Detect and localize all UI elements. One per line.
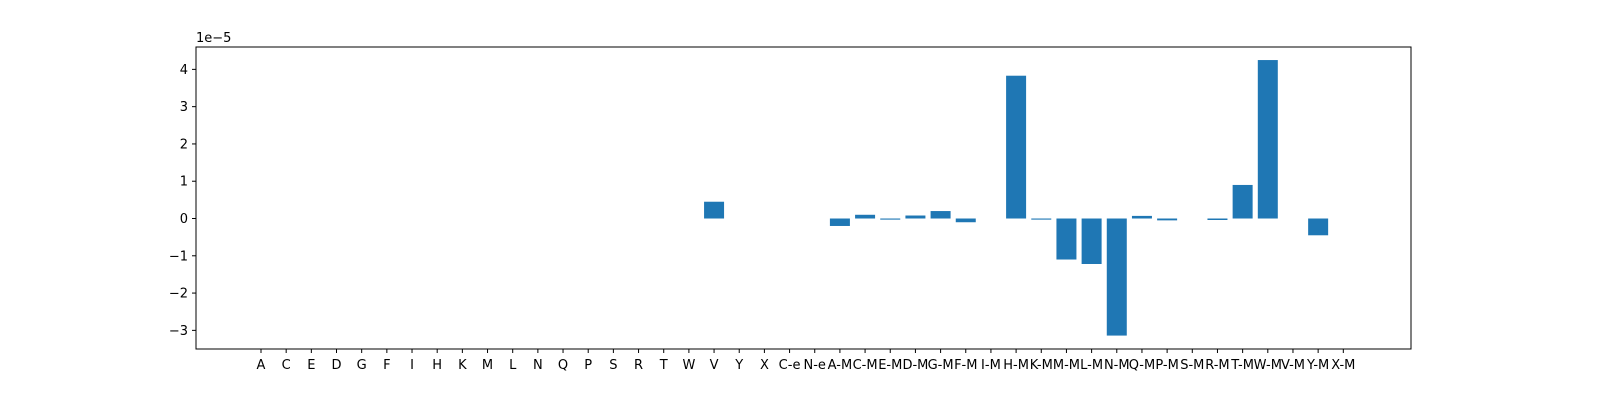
y-tick-label: −2	[169, 287, 188, 302]
x-tick-label: X-M	[1331, 358, 1355, 373]
x-tick-label: M	[482, 358, 493, 373]
bar-A-M	[829, 218, 850, 226]
x-tick-label: N-e	[804, 358, 826, 373]
x-tick-label: C	[282, 358, 291, 373]
x-tick-label: K-M	[1030, 358, 1053, 373]
x-tick-label: S	[609, 358, 617, 373]
x-tick-label: N	[533, 358, 543, 373]
x-axis: A C E D G F I H K M L N Q P S R T W V Y X C-e N-e A-M C-M E-M D-M G…	[257, 349, 1355, 373]
x-tick-label: M-M	[1053, 358, 1080, 373]
bar-P-M	[1157, 218, 1178, 221]
x-tick-label: F	[383, 358, 390, 373]
x-tick-label: L	[509, 358, 517, 373]
x-tick-label: X	[760, 358, 769, 373]
bar-Q-M	[1131, 215, 1152, 219]
x-tick-label: P-M	[1155, 358, 1178, 373]
x-tick-label: S-M	[1180, 358, 1204, 373]
x-tick-label: Q	[558, 358, 568, 373]
x-tick-label: T-M	[1230, 358, 1254, 373]
x-tick-label: F-M	[954, 358, 977, 373]
bar-W-M	[1257, 60, 1278, 219]
bar-K-M	[1031, 218, 1052, 220]
x-tick-label: I-M	[981, 358, 1001, 373]
x-tick-label: A	[257, 358, 266, 373]
y-offset-label: 1e−5	[196, 31, 231, 46]
y-tick-label: 3	[180, 100, 188, 115]
x-tick-label: K	[458, 358, 467, 373]
x-tick-label: A-M	[828, 358, 853, 373]
x-tick-label: E	[307, 358, 315, 373]
x-tick-label: D	[332, 358, 342, 373]
y-tick-label: 2	[180, 137, 188, 152]
x-tick-label: R	[634, 358, 643, 373]
bar-N-M	[1106, 218, 1127, 336]
x-tick-label: V-M	[1281, 358, 1305, 373]
x-tick-label: Y	[734, 358, 743, 373]
x-tick-label: D-M	[902, 358, 928, 373]
bar-C-M	[855, 214, 876, 219]
x-tick-label: W	[682, 358, 695, 373]
x-tick-label: Q-M	[1129, 358, 1156, 373]
x-tick-label: G-M	[928, 358, 954, 373]
y-tick-label: 0	[180, 212, 188, 227]
bar-F-M	[955, 218, 976, 223]
plot-frame	[195, 46, 1412, 350]
bar-H-M	[1006, 75, 1027, 219]
bar-L-M	[1081, 218, 1102, 264]
bars-layer	[704, 60, 1329, 336]
bar-V	[704, 201, 725, 219]
x-tick-label: H-M	[1003, 358, 1029, 373]
x-tick-label: P	[584, 358, 592, 373]
x-tick-label: I	[410, 358, 414, 373]
x-tick-label: W-M	[1254, 358, 1282, 373]
x-tick-label: L-M	[1080, 358, 1103, 373]
y-axis: 4 3 2 1 0 −1 −2 −3	[169, 63, 196, 339]
x-tick-label: G	[357, 358, 367, 373]
bar-T-M	[1232, 184, 1253, 219]
x-tick-label: N-M	[1104, 358, 1130, 373]
x-tick-label: Y-M	[1306, 358, 1329, 373]
y-tick-label: −1	[169, 249, 188, 264]
bar-Y-M	[1308, 218, 1329, 236]
x-tick-label: E-M	[878, 358, 902, 373]
y-tick-label: 1	[180, 175, 188, 190]
x-tick-label: C-M	[853, 358, 878, 373]
x-tick-label: H	[432, 358, 442, 373]
y-tick-label: −3	[169, 324, 188, 339]
bar-R-M	[1207, 218, 1228, 220]
x-tick-label: R-M	[1205, 358, 1229, 373]
y-tick-label: 4	[180, 63, 188, 78]
x-tick-label: C-e	[779, 358, 801, 373]
bar-G-M	[930, 211, 951, 219]
bar-E-M	[880, 218, 901, 220]
bar-M-M	[1056, 218, 1077, 260]
x-tick-label: T	[659, 358, 668, 373]
bar-D-M	[905, 215, 926, 219]
x-tick-label: V	[710, 358, 719, 373]
